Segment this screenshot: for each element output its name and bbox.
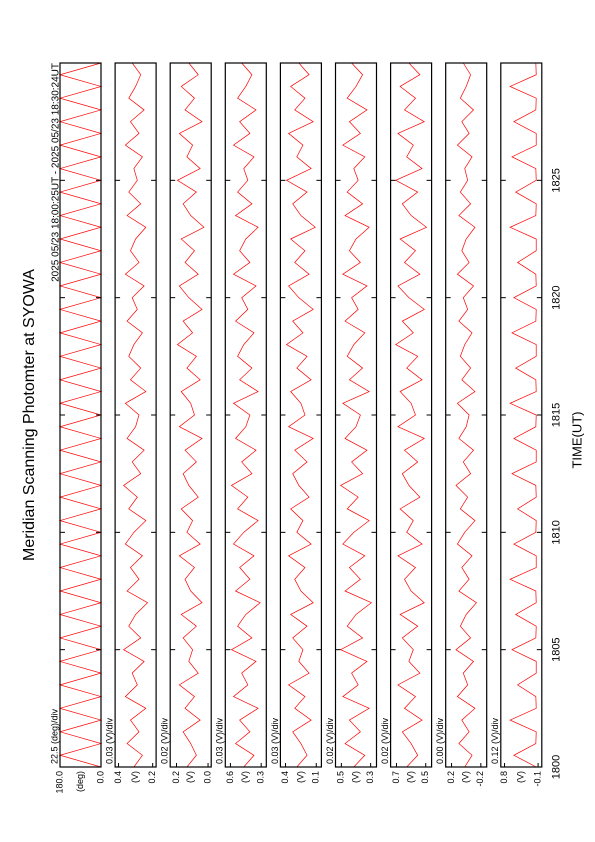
panel-scale-label: 0.00 (V)/div bbox=[435, 717, 445, 764]
y-tick-label: 0.5 bbox=[336, 771, 346, 784]
x-tick-label: 1805 bbox=[551, 637, 563, 661]
y-unit-label: (V) bbox=[295, 771, 305, 783]
y-tick-label: 0.1 bbox=[311, 771, 321, 784]
y-unit-label: (V) bbox=[516, 771, 526, 783]
y-tick-label: 0.0 bbox=[95, 771, 105, 784]
x-tick-label: 1815 bbox=[551, 403, 563, 427]
y-tick-label: 0.4 bbox=[280, 771, 290, 784]
x-tick-label: 1800 bbox=[551, 755, 563, 779]
y-tick-label: 0.4 bbox=[113, 771, 123, 784]
y-unit-label: (V) bbox=[130, 771, 140, 783]
y-tick-label: 0.3 bbox=[365, 771, 375, 784]
chart-subtitle: 2025 05/23 18:00:25UT - 2025 05/23 18:30… bbox=[51, 63, 62, 282]
y-tick-label: 180.0 bbox=[54, 771, 64, 794]
rotated-plot: Meridian Scanning Photomter at SYOWA 202… bbox=[21, 62, 584, 794]
data-line bbox=[285, 62, 316, 768]
panel-scale-label: 0.02 (V)/div bbox=[325, 717, 335, 764]
panel-scale-label: 0.03 (V)/div bbox=[215, 717, 225, 764]
y-tick-label: 0.8 bbox=[499, 771, 509, 784]
chart-title: Meridian Scanning Photomter at SYOWA bbox=[21, 269, 38, 561]
y-tick-label: 0.5 bbox=[420, 771, 430, 784]
y-unit-label: (V) bbox=[461, 771, 471, 783]
panel-scale-label: 0.02 (V)/div bbox=[160, 717, 170, 764]
data-line bbox=[122, 62, 149, 768]
y-unit-label: (V) bbox=[350, 771, 360, 783]
y-tick-label: 0.7 bbox=[391, 771, 401, 784]
y-tick-label: -0.2 bbox=[475, 771, 485, 787]
data-line bbox=[394, 62, 428, 768]
data-line bbox=[455, 62, 477, 768]
data-line bbox=[339, 62, 373, 768]
y-tick-label: 0.3 bbox=[256, 771, 266, 784]
x-tick-label: 1820 bbox=[551, 285, 563, 309]
y-unit-label: (deg) bbox=[75, 771, 85, 792]
panel-scale-label: 0.02 (V)/div bbox=[380, 717, 390, 764]
panel-scale-label: 0.03 (V)/div bbox=[104, 717, 114, 764]
data-line bbox=[230, 62, 261, 768]
y-tick-label: -0.1 bbox=[532, 771, 542, 787]
x-tick-label: 1825 bbox=[551, 168, 563, 192]
y-unit-label: (V) bbox=[240, 771, 250, 783]
y-tick-label: 0.0 bbox=[202, 771, 212, 784]
y-tick-label: 0.6 bbox=[225, 771, 235, 784]
panel-scale-label: 22.5 (deg)/div bbox=[49, 708, 59, 764]
y-tick-label: 0.2 bbox=[446, 771, 456, 784]
y-tick-label: 0.2 bbox=[171, 771, 181, 784]
data-line bbox=[176, 62, 205, 768]
x-tick-label: 1810 bbox=[551, 520, 563, 544]
y-tick-label: 0.2 bbox=[147, 771, 157, 784]
y-unit-label: (V) bbox=[405, 771, 415, 783]
data-line bbox=[509, 62, 537, 768]
x-axis-label: TIME(UT) bbox=[569, 411, 584, 468]
panel-scale-label: 0.03 (V)/div bbox=[270, 717, 280, 764]
panel-scale-label: 0.12 (V)/div bbox=[490, 717, 500, 764]
y-unit-label: (V) bbox=[185, 771, 195, 783]
